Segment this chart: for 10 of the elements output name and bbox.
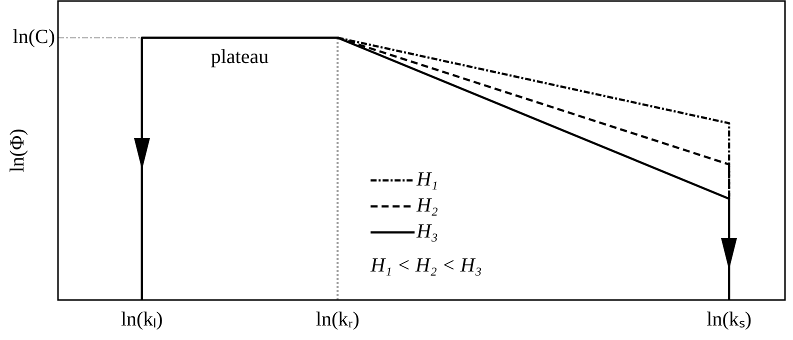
x-tick-label: ln(kₗ) xyxy=(120,308,163,330)
legend-label: H₃ xyxy=(416,220,438,243)
x-tick-label: ln(kₛ) xyxy=(706,308,752,330)
x-tick-label: ln(kᵣ) xyxy=(316,308,360,330)
legend-label: H₁ xyxy=(416,168,438,191)
legend-label: H₂ xyxy=(416,194,438,217)
ref-line-label: ln(C) xyxy=(12,26,55,48)
y-axis-title: ln(Φ) xyxy=(6,128,28,172)
annotation: H₁ < H₂ < H₃ xyxy=(370,254,482,277)
annotation: plateau xyxy=(210,46,269,68)
